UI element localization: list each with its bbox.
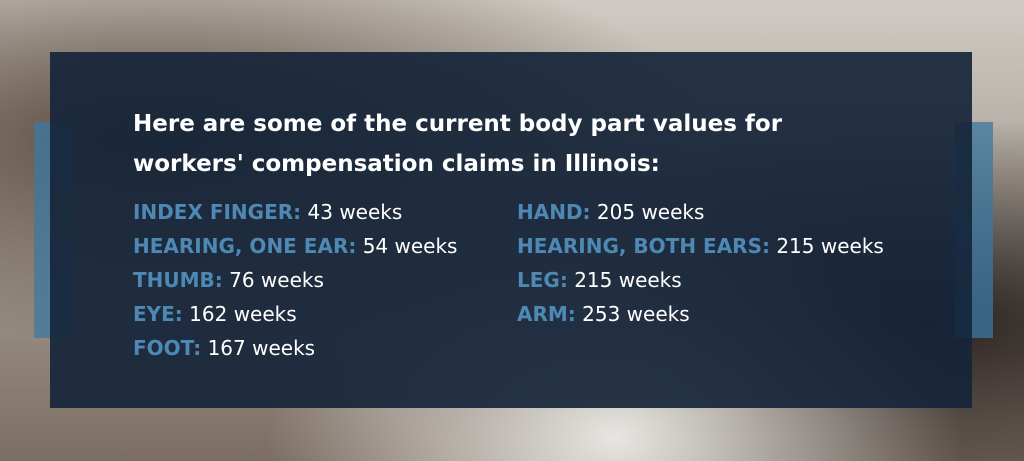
item-value: 215 weeks	[574, 268, 682, 292]
list-item: LEG: 215 weeks	[517, 263, 884, 297]
item-label: INDEX FINGER:	[133, 200, 302, 224]
item-value: 205 weeks	[596, 200, 705, 224]
item-value: 167 weeks	[207, 336, 316, 360]
item-value: 162 weeks	[189, 302, 297, 326]
list-item: FOOT: 167 weeks	[133, 331, 457, 365]
item-label: LEG:	[517, 268, 568, 292]
column: INDEX FINGER: 43 weeks HEARING, ONE EAR: …	[133, 195, 457, 365]
item-label: EYE:	[133, 302, 183, 326]
item-label: HEARING, ONE EAR:	[133, 234, 357, 258]
heading-line: workers' compensation claims in Illinois…	[133, 151, 660, 177]
item-value: 76 weeks	[229, 268, 324, 292]
list-item: EYE: 162 weeks	[133, 297, 457, 331]
panel: Here are some of the current body part v…	[50, 52, 972, 408]
heading-line: Here are some of the current body part v…	[133, 111, 783, 137]
list-item: HEARING, ONE EAR: 54 weeks	[133, 229, 457, 263]
item-label: HAND:	[517, 200, 591, 224]
list-item: HAND: 205 weeks	[517, 195, 884, 229]
item-value: 43 weeks	[307, 200, 403, 224]
item-label: HEARING, BOTH EARS:	[517, 234, 770, 258]
list-item: ARM: 253 weeks	[517, 297, 884, 331]
item-label: ARM:	[517, 302, 576, 326]
item-label: FOOT:	[133, 336, 202, 360]
item-value: 215 weeks	[776, 234, 884, 258]
heading: Here are some of the current body part v…	[133, 104, 782, 184]
item-label: THUMB:	[133, 268, 223, 292]
list-item: INDEX FINGER: 43 weeks	[133, 195, 457, 229]
item-value: 253 weeks	[582, 302, 690, 326]
list-item: HEARING, BOTH EARS: 215 weeks	[517, 229, 884, 263]
column: HAND: 205 weeks HEARING, BOTH EARS: 215 w…	[517, 195, 884, 331]
item-value: 54 weeks	[362, 234, 458, 258]
list-item: THUMB: 76 weeks	[133, 263, 457, 297]
